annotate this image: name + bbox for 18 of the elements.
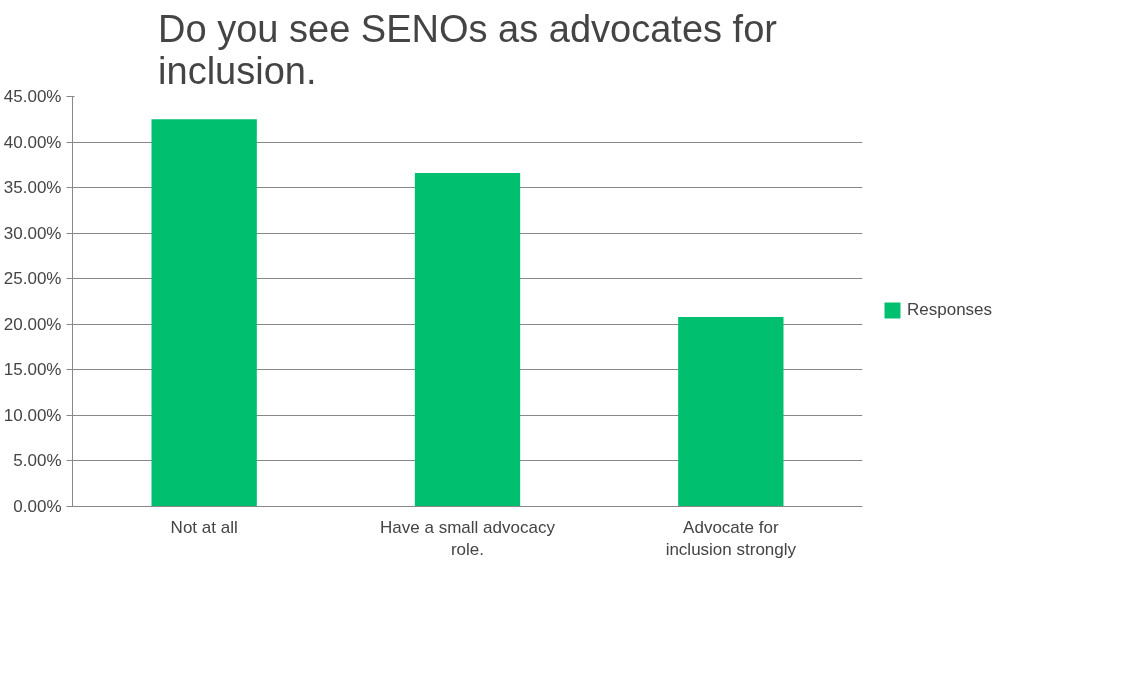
x-tick-label: Advocate for inclusion strongly [665,517,797,560]
y-tick-label: 15.00% [3,360,62,380]
y-tick-label: 0.00% [13,497,62,516]
x-tick-label: Not at all [170,517,238,537]
y-tick-label: 25.00% [3,269,62,289]
bar [151,119,257,507]
y-tick-label: 10.00% [3,405,62,425]
bar [678,316,784,507]
legend-label: Responses [907,300,993,320]
x-tick-label: Have a small advocacy role. [380,517,556,560]
chart-title: Do you see SENOs as advocates for inclusion. [158,7,778,92]
y-tick-label: 20.00% [3,314,62,334]
y-tick-label: 40.00% [3,132,62,152]
y-tick-label: 35.00% [3,178,62,198]
y-tick-label: 5.00% [13,451,62,471]
y-tick-label: 45.00% [3,87,62,106]
y-tick-label: 30.00% [3,223,62,243]
bar [414,173,521,507]
